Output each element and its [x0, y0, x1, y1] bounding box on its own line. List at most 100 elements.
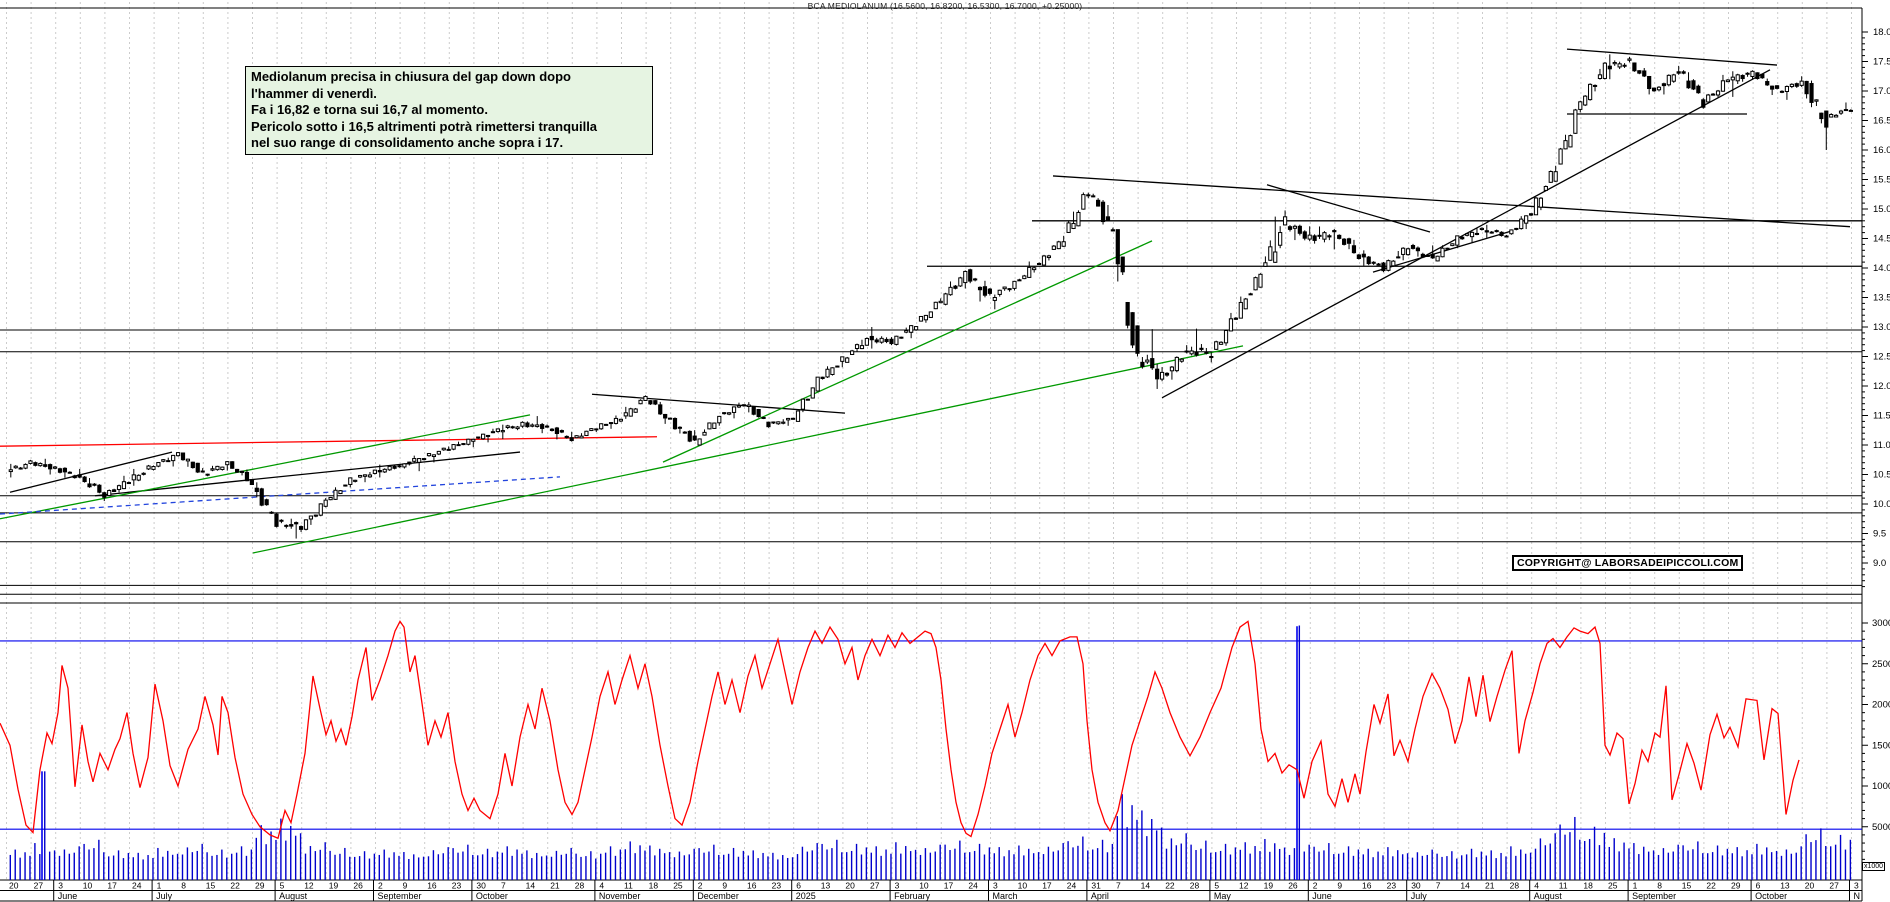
svg-text:6: 6 [796, 881, 801, 891]
svg-text:2025: 2025 [796, 891, 816, 901]
svg-text:26: 26 [353, 881, 363, 891]
svg-text:21: 21 [1485, 881, 1495, 891]
svg-text:28: 28 [575, 881, 585, 891]
svg-text:28: 28 [1190, 881, 1200, 891]
price-axis: 18.0 17.5 17.0 16.5 16.0 15.5 15.0 14.5 14.0 13.5… [1862, 27, 1890, 588]
horizontal-levels [0, 329, 1862, 595]
svg-text:3: 3 [895, 881, 900, 891]
volume-scale-label: x1000 [1862, 862, 1886, 871]
svg-text:4: 4 [599, 881, 604, 891]
svg-text:27: 27 [1829, 881, 1839, 891]
svg-text:10.0: 10.0 [1873, 499, 1890, 510]
svg-text:22: 22 [1706, 881, 1716, 891]
svg-text:17: 17 [944, 881, 954, 891]
date-axis: 20 27 3 10 17 24 1 8 15 22 29 5 12 19 26 2 9 16 23 30 7 14 21 2… [9, 880, 1860, 901]
svg-text:8: 8 [1657, 881, 1662, 891]
svg-text:11: 11 [1559, 881, 1568, 891]
svg-text:14: 14 [1460, 881, 1470, 891]
svg-text:2: 2 [1313, 881, 1318, 891]
svg-text:15: 15 [206, 881, 216, 891]
svg-text:16.0: 16.0 [1873, 145, 1890, 156]
svg-text:11.0: 11.0 [1873, 440, 1890, 451]
svg-text:5: 5 [280, 881, 285, 891]
indicator-panel [0, 640, 1862, 830]
svg-text:19: 19 [329, 881, 339, 891]
svg-text:August: August [1534, 891, 1563, 901]
svg-text:12: 12 [304, 881, 314, 891]
svg-text:14.0: 14.0 [1873, 263, 1890, 274]
svg-text:8: 8 [181, 881, 186, 891]
svg-text:August: August [279, 891, 308, 901]
svg-text:9: 9 [722, 881, 727, 891]
svg-text:3: 3 [1854, 881, 1859, 891]
annotation-line: Pericolo sotto i 16,5 altrimenti potrà r… [251, 118, 598, 134]
svg-text:13.0: 13.0 [1873, 322, 1890, 333]
svg-text:7: 7 [1436, 881, 1441, 891]
svg-text:December: December [697, 891, 739, 901]
annotation-line: l'hammer di venerdì. [251, 85, 377, 101]
weekly-gridlines [6, 2, 1852, 880]
svg-text:4: 4 [1534, 881, 1539, 891]
chart-title: BCA MEDIOLANUM (16.5600, 16.8200, 16.530… [807, 1, 1083, 11]
svg-text:12: 12 [1239, 881, 1249, 891]
svg-text:9.0: 9.0 [1873, 558, 1886, 569]
copyright-badge: COPYRIGHT@ LABORSADEIPICCOLI.COM [1512, 555, 1744, 571]
svg-text:15: 15 [1682, 881, 1692, 891]
svg-text:5: 5 [1214, 881, 1219, 891]
svg-text:July: July [156, 891, 173, 901]
annotation-line: Fa i 16,82 e torna sui 16,7 al momento. [251, 102, 488, 117]
svg-text:20: 20 [9, 881, 19, 891]
analyst-annotation: Mediolanum precisa in chiusura del gap d… [245, 66, 653, 155]
svg-text:21: 21 [550, 881, 560, 891]
svg-text:10.5: 10.5 [1873, 470, 1890, 481]
svg-text:23: 23 [1387, 881, 1397, 891]
indicator-line [0, 620, 1800, 840]
svg-text:31: 31 [1091, 881, 1101, 891]
svg-text:22: 22 [230, 881, 240, 891]
svg-text:13.5: 13.5 [1873, 293, 1890, 304]
annotation-line: Mediolanum precisa in chiusura del gap d… [251, 69, 571, 84]
svg-text:14.5: 14.5 [1873, 234, 1890, 245]
svg-text:13: 13 [1780, 881, 1790, 891]
svg-text:16: 16 [427, 881, 437, 891]
svg-text:February: February [894, 891, 931, 901]
panel-frame [0, 7, 1863, 902]
svg-text:15.5: 15.5 [1873, 175, 1890, 186]
svg-text:23: 23 [772, 881, 782, 891]
svg-text:9: 9 [1337, 881, 1342, 891]
svg-text:May: May [1214, 891, 1232, 901]
svg-text:24: 24 [132, 881, 142, 891]
svg-text:11.5: 11.5 [1873, 411, 1890, 422]
svg-text:3: 3 [58, 881, 63, 891]
svg-text:1: 1 [1633, 881, 1638, 891]
svg-text:17: 17 [107, 881, 117, 891]
svg-text:20: 20 [845, 881, 855, 891]
svg-text:2: 2 [378, 881, 383, 891]
svg-text:N: N [1854, 891, 1861, 901]
svg-text:September: September [378, 891, 422, 901]
svg-text:12.5: 12.5 [1873, 352, 1890, 363]
svg-text:March: March [993, 891, 1018, 901]
volume-bars [9, 625, 1852, 880]
svg-text:20: 20 [1805, 881, 1815, 891]
svg-text:17.0: 17.0 [1873, 86, 1890, 97]
svg-text:27: 27 [34, 881, 44, 891]
svg-text:16: 16 [747, 881, 757, 891]
svg-text:7: 7 [1116, 881, 1121, 891]
svg-text:10: 10 [1018, 881, 1028, 891]
svg-text:16: 16 [1362, 881, 1372, 891]
svg-text:September: September [1632, 891, 1676, 901]
svg-text:29: 29 [255, 881, 265, 891]
candlesticks [8, 54, 1853, 539]
svg-text:19: 19 [1264, 881, 1274, 891]
svg-text:2: 2 [698, 881, 703, 891]
svg-text:30: 30 [1411, 881, 1421, 891]
svg-text:20000: 20000 [1872, 700, 1890, 711]
svg-text:15000: 15000 [1872, 740, 1890, 751]
svg-text:27: 27 [870, 881, 880, 891]
svg-text:April: April [1091, 891, 1109, 901]
svg-text:3: 3 [993, 881, 998, 891]
svg-text:7: 7 [501, 881, 506, 891]
svg-text:17.5: 17.5 [1873, 57, 1890, 68]
svg-text:24: 24 [968, 881, 978, 891]
